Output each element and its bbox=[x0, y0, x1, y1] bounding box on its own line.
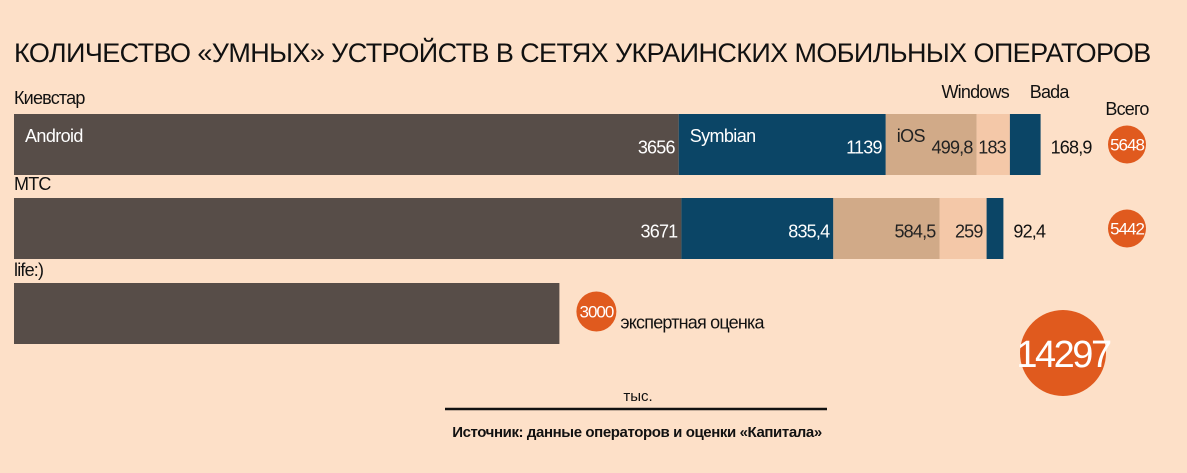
source-note: Источник: данные операторов и оценки «Ка… bbox=[452, 424, 822, 441]
grand-total-value: 14297 bbox=[1016, 334, 1111, 376]
value-label-windows-1: 183 bbox=[978, 138, 1006, 158]
bars-layer: Всего Киевстар 3656 Android 1139 Symbian 499,8… bbox=[14, 82, 1150, 396]
bar-ios-2 bbox=[833, 198, 940, 259]
bar-android-2 bbox=[14, 198, 682, 259]
grand-total-badge bbox=[1020, 310, 1106, 396]
chart-title: КОЛИЧЕСТВО «УМНЫХ» УСТРОЙСТВ В СЕТЯХ УКР… bbox=[14, 37, 1151, 68]
total-value-2: 5442 bbox=[1110, 220, 1144, 239]
value-label-ios-1: 499,8 bbox=[932, 138, 974, 158]
bar-windows-2 bbox=[939, 198, 987, 259]
bar-windows-1 bbox=[976, 114, 1010, 175]
series-label-ios: iOS bbox=[897, 126, 926, 146]
series-label-android: Android bbox=[25, 126, 83, 146]
bar-bada-1 bbox=[1009, 114, 1041, 175]
totals-header: Всего bbox=[1105, 99, 1149, 119]
value-label-symbian-2: 835,4 bbox=[788, 222, 830, 242]
total-badge-2 bbox=[1108, 209, 1146, 248]
total-value-3: 3000 bbox=[579, 303, 613, 322]
total-value-1: 5648 bbox=[1110, 136, 1144, 155]
bar-bada-2 bbox=[986, 198, 1004, 259]
series-label-symbian: Symbian bbox=[690, 126, 756, 146]
unit-label: тыс. bbox=[623, 388, 652, 405]
row-label-1: Киевстар bbox=[14, 88, 85, 108]
bar-android-3 bbox=[14, 283, 560, 344]
estimate-note: экспертная оценка bbox=[620, 313, 765, 333]
value-label-windows-2: 259 bbox=[955, 222, 983, 242]
bar-symbian-1 bbox=[678, 114, 886, 175]
value-label-android-2: 3671 bbox=[641, 222, 679, 242]
value-label-bada-1: 168,9 bbox=[1051, 138, 1093, 158]
total-badge-1 bbox=[1108, 125, 1146, 164]
series-label-windows: Windows bbox=[941, 82, 1009, 102]
row-label-3: life:) bbox=[14, 260, 43, 280]
value-label-symbian-1: 1139 bbox=[846, 138, 882, 158]
value-label-android-1: 3656 bbox=[638, 138, 676, 158]
bar-symbian-2 bbox=[681, 198, 834, 259]
total-badge-3 bbox=[576, 291, 617, 332]
value-label-bada-2: 92,4 bbox=[1013, 222, 1046, 242]
value-label-ios-2: 584,5 bbox=[894, 222, 936, 242]
bar-android-1 bbox=[14, 114, 679, 175]
series-label-bada: Bada bbox=[1030, 82, 1071, 102]
row-label-2: МТС bbox=[14, 174, 51, 194]
bar-ios-1 bbox=[885, 114, 977, 175]
